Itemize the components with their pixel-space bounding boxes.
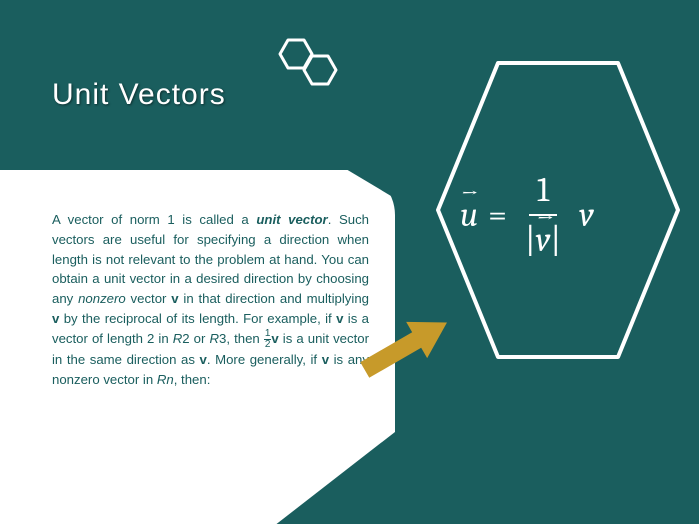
text-seg: , then [226,331,263,346]
space-Rn: R [157,372,167,387]
space-R3: R [209,331,219,346]
var-v-right: v [579,195,594,235]
var-v-vector: → v [536,220,551,260]
text-seg: , then: [174,372,211,387]
decorative-hexagons-icon [270,30,350,100]
text-seg: or [190,331,210,346]
text-seg: A vector of norm 1 is called a [52,212,256,227]
vector-arrow-icon: → [461,181,478,207]
abs-bar: | [525,220,536,260]
term-unit-vector: unit vector [256,212,327,227]
var-u-vector: → u [460,195,478,235]
var-v: v [271,331,278,346]
content-panel: A vector of norm 1 is called a unit vect… [0,170,395,524]
page-title: Unit Vectors [52,78,226,112]
var-v: v [322,352,329,367]
frac-denominator: | → v | [517,216,569,260]
body-text: A vector of norm 1 is called a unit vect… [52,210,369,389]
term-nonzero: nonzero [78,291,126,306]
formula-display: → u = 1 | → v | v [460,170,670,260]
formula-fraction: 1 | → v | [517,170,569,260]
text-seg: in that direction and multiplying [179,291,369,306]
vector-arrow-icon: → [537,206,554,232]
equals-sign: = [488,195,507,235]
space-R2: R [173,331,183,346]
text-seg: n [166,372,173,387]
text-seg: . More generally, if [207,352,322,367]
text-seg: by the reciprocal of its length. For exa… [59,311,336,326]
var-v: v [200,352,207,367]
text-seg: vector [126,291,172,306]
var-v: v [171,291,178,306]
text-seg: 2 [182,331,189,346]
